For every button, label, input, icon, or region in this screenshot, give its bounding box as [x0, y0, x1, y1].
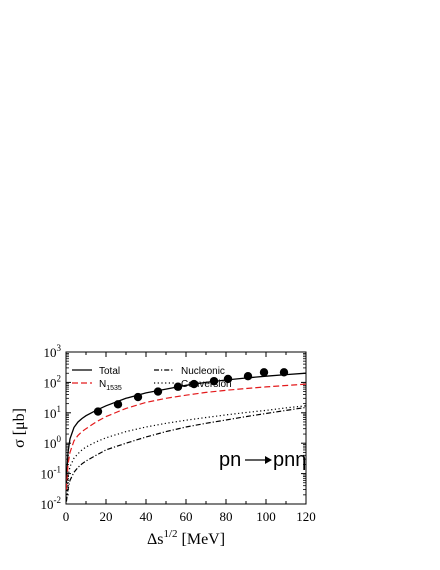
- data-point: [153, 387, 163, 396]
- x-axis-label-unit: [MeV]: [182, 531, 226, 548]
- x-tick-label: 60: [180, 509, 193, 524]
- x-tick-label: 20: [100, 509, 113, 524]
- reaction-left: pn: [219, 449, 241, 471]
- data-point: [173, 382, 183, 391]
- x-tick-label: 120: [296, 509, 316, 524]
- y-axis-label: σ [μb]: [11, 408, 28, 448]
- x-tick-label: 100: [256, 509, 276, 524]
- data-point: [259, 368, 269, 377]
- x-tick-label: 80: [220, 509, 233, 524]
- legend-label: Total: [99, 366, 120, 377]
- x-tick-label: 0: [63, 509, 70, 524]
- series-line: [65, 383, 307, 490]
- series-line: [65, 406, 307, 502]
- data-point: [279, 368, 289, 377]
- data-point: [223, 374, 233, 384]
- data-point: [133, 392, 143, 402]
- series-data: [93, 368, 289, 416]
- y-tick-label: 102: [44, 373, 62, 390]
- reaction-annotation: pn pnη: [219, 449, 306, 471]
- legend-label: N1535: [99, 379, 122, 392]
- y-tick-label: 10-1: [41, 465, 62, 482]
- x-axis-label-main: Δs: [147, 531, 164, 548]
- x-axis-label: Δs1/2 [MeV]: [147, 528, 225, 548]
- data-point: [209, 376, 219, 386]
- x-tick-label: 40: [140, 509, 153, 524]
- series-conversion: [65, 405, 307, 499]
- reaction-arrowhead: [265, 456, 272, 464]
- y-tick-label: 100: [44, 434, 62, 451]
- y-tick-label: 10-2: [41, 495, 62, 512]
- series-n1535: [65, 383, 307, 490]
- reaction-right: pnη: [273, 449, 306, 471]
- series-nucleonic: [65, 406, 307, 502]
- y-tick-label: 103: [44, 343, 62, 360]
- data-point: [113, 400, 123, 409]
- x-axis-label-sup: 1/2: [163, 528, 177, 540]
- series-line: [65, 405, 307, 499]
- data-point: [243, 371, 253, 381]
- data-point: [93, 407, 103, 416]
- legend-label: Conversion: [181, 379, 232, 390]
- y-tick-label: 101: [44, 404, 62, 421]
- legend-label: Nucleonic: [181, 366, 225, 377]
- data-point: [189, 379, 199, 389]
